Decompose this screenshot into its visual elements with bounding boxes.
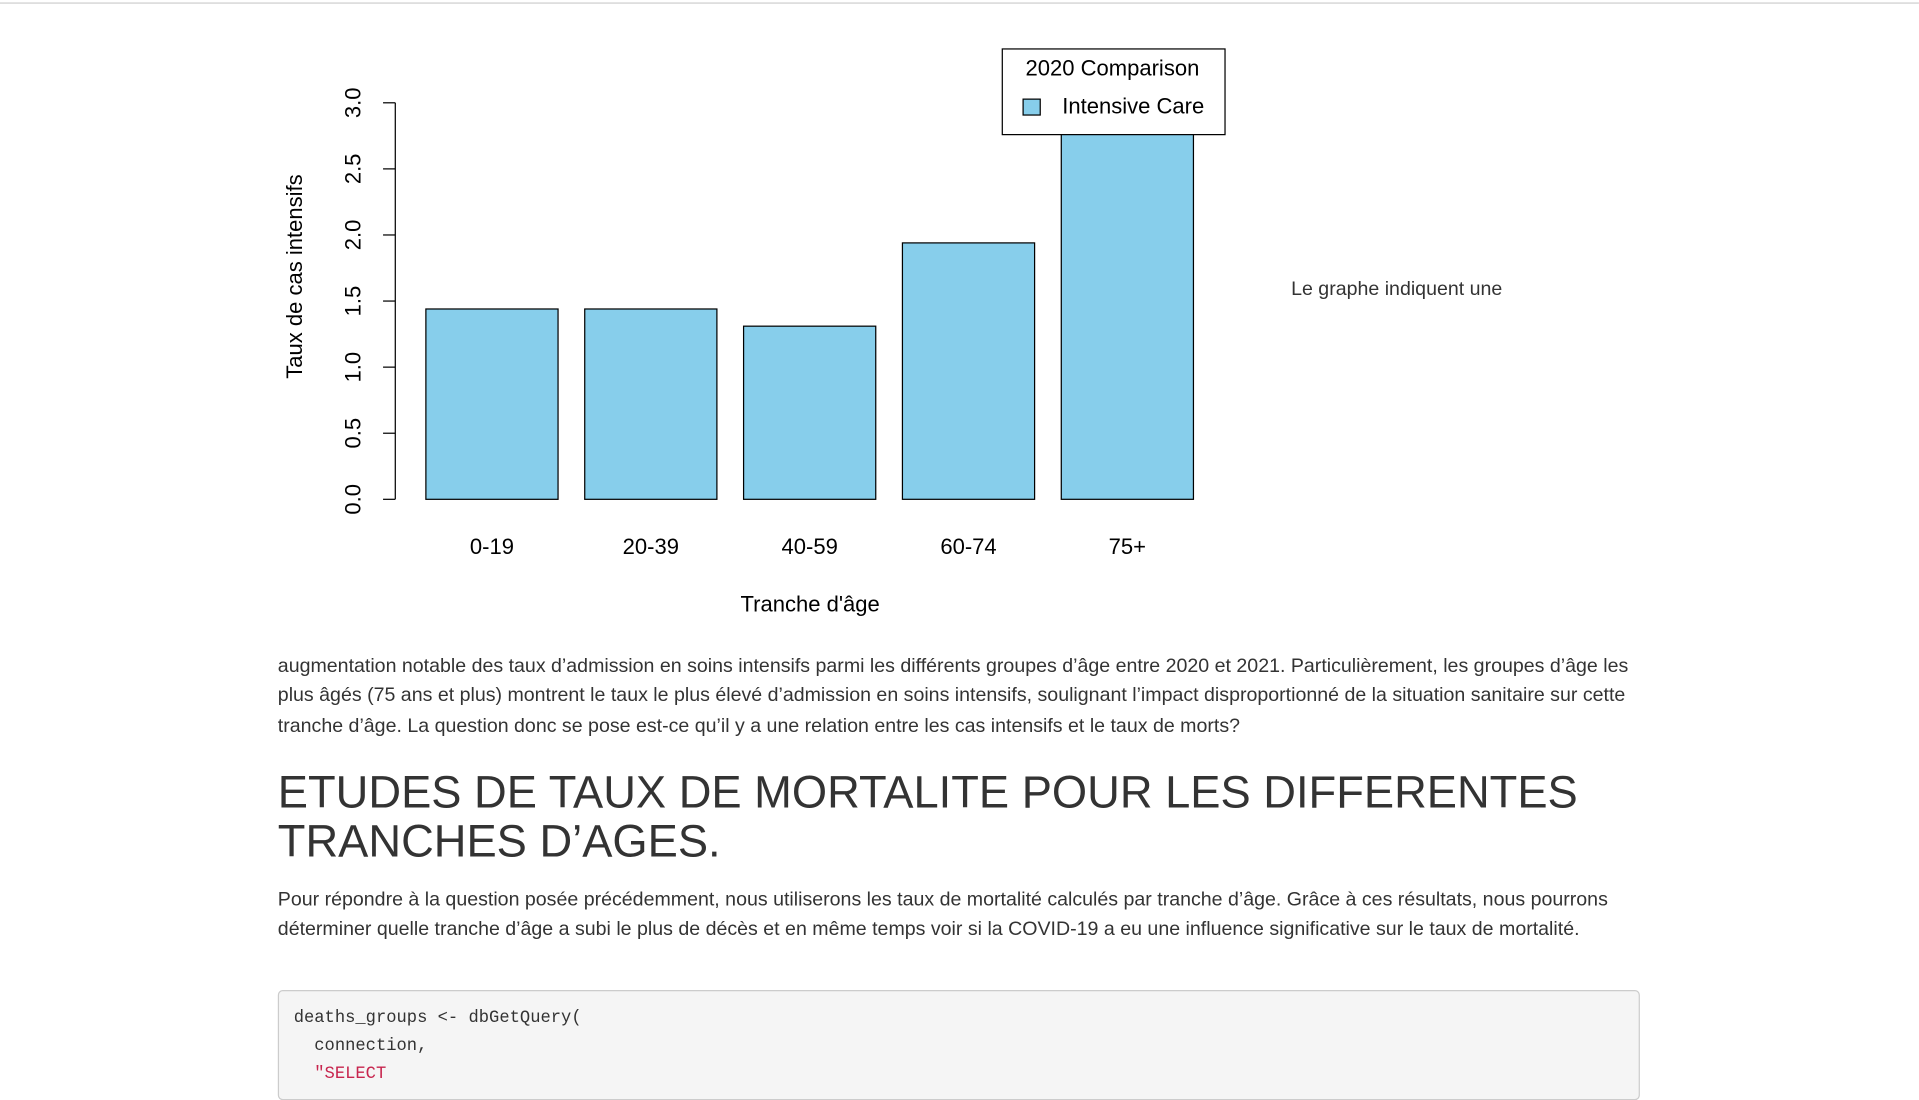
code-line: "SELECT: [293, 1064, 387, 1085]
y-axis-label: Taux de cas intensifs: [282, 174, 307, 378]
side-text: Le graphe indiquent une: [1291, 278, 1502, 300]
top-border: [0, 2, 1919, 4]
code-line: deaths_groups <- dbGetQuery(: [293, 1008, 582, 1028]
y-tick-label: 0.0: [341, 484, 366, 515]
bar: [742, 325, 877, 500]
legend-title: 2020 Comparison: [1026, 56, 1200, 81]
y-tick-label: 1.0: [341, 352, 366, 383]
code-line: connection,: [293, 1036, 428, 1057]
y-tick-label: 3.0: [341, 87, 366, 118]
bar: [425, 308, 559, 500]
section-heading: ETUDES DE TAUX DE MORTALITE POUR LES DIF…: [277, 767, 1578, 867]
legend-swatch: [1022, 98, 1041, 116]
legend-label: Intensive Care: [1062, 94, 1204, 119]
x-tick-label: 0-19: [470, 534, 514, 559]
x-axis-label: Tranche d'âge: [741, 592, 880, 617]
x-tick-label: 20-39: [623, 534, 679, 559]
code-block: deaths_groups <- dbGetQuery( connection,…: [277, 990, 1640, 1100]
paragraph: Pour répondre à la question posée précéd…: [277, 889, 1608, 941]
y-tick-label: 2.0: [341, 220, 366, 251]
bar: [584, 308, 718, 500]
x-tick-label: 60-74: [940, 534, 996, 559]
bar: [1060, 115, 1195, 500]
y-tick-label: 2.5: [341, 154, 366, 185]
legend-box: [1001, 48, 1226, 136]
y-tick-label: 0.5: [341, 418, 366, 449]
x-tick-label: 40-59: [782, 534, 838, 559]
x-tick-label: 75+: [1109, 534, 1146, 559]
bar: [901, 242, 1036, 500]
chart: Tranche d'âge Taux de cas intensifs Le g…: [282, 48, 1502, 617]
paragraph: augmentation notable des taux d’admissio…: [277, 655, 1629, 737]
y-tick-label: 1.5: [341, 286, 366, 317]
